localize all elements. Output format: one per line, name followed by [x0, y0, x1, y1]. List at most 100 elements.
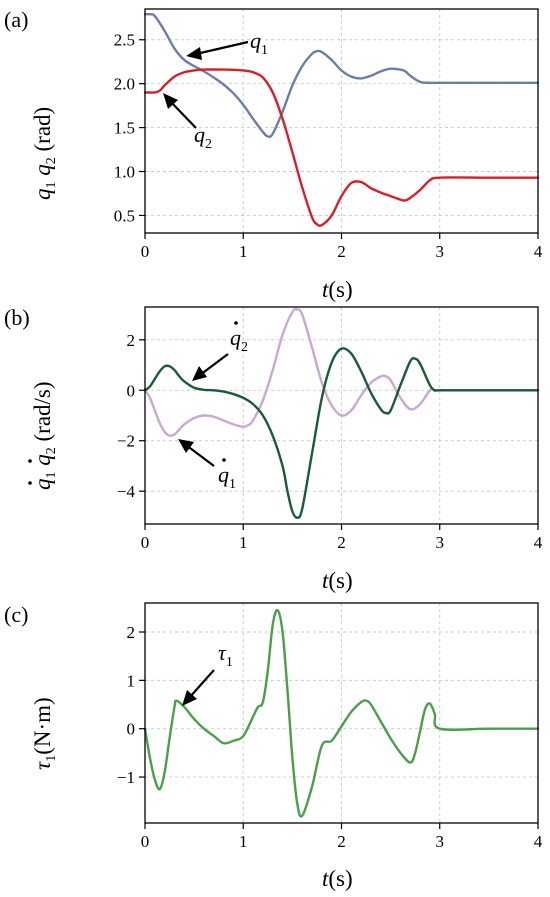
panel-b-series-line-1	[143, 347, 540, 519]
panel-a-xtick-label-2: 2	[337, 242, 346, 261]
panel-a-xlabel-var: t	[322, 277, 329, 302]
panel-c-xlabel-unit: (s)	[328, 866, 352, 891]
panel-b-ytick-label-2: 0	[127, 381, 136, 400]
panel-b-ytick-label-1: −2	[117, 432, 135, 451]
panel-b-ylabel-sub2: 2	[44, 447, 59, 454]
panel-a-xtick-label-1: 1	[239, 242, 248, 261]
panel-a-xtick-label-4: 4	[534, 242, 543, 261]
panel-a-series-line-1	[143, 68, 540, 228]
annotation-tau1-base: τ	[218, 640, 227, 665]
panel-c-xtick-label-3: 3	[436, 832, 445, 851]
panel-c-xtick-label-4: 4	[534, 832, 543, 851]
panel-c-ytick-label-1: 0	[127, 720, 136, 739]
panel-b-xlabel: t(s)	[322, 568, 353, 593]
panel-a-ylabel-sub2: 2	[44, 157, 59, 164]
annotation-qdot1: q1	[178, 439, 236, 492]
panel-c-xtick-label-2: 2	[337, 832, 346, 851]
annotation-q2-base: q	[194, 122, 205, 147]
panel-b-xlabel-var: t	[322, 568, 329, 593]
panel-c-xlabel-var: t	[322, 866, 329, 891]
panel-a-ytick-label-0: 0.5	[114, 206, 135, 225]
panel-a-ytick-label-3: 2.0	[114, 75, 135, 94]
annotation-qdot2-label: q2	[230, 325, 248, 355]
panel-b: (b) 0 1 2 3 4−4−202 q1 q2 (rad/s) t(s) q2	[4, 305, 543, 593]
panel-a-ticks: 0 1 2 3 4 0.5 1.0 1.5 2.0 2.5	[114, 31, 543, 261]
annotation-tau1-arrow	[188, 669, 215, 699]
annotation-tau1: τ1	[182, 640, 233, 706]
panel-a-ytick-label-4: 2.5	[114, 31, 135, 50]
panel-b-series	[143, 307, 540, 519]
panel-b-label: (b)	[4, 305, 30, 330]
panel-a-series-line-0	[143, 12, 540, 138]
panel-b-ylabel-var2: q	[30, 454, 55, 471]
annotation-q1-sub: 1	[261, 43, 268, 58]
annotation-qdot1-dot	[222, 458, 226, 462]
annotation-qdot2-dot	[234, 321, 238, 325]
annotation-qdot1-base: q	[218, 462, 229, 487]
annotation-q2-sub: 2	[205, 137, 212, 152]
annotation-q1-base: q	[250, 28, 261, 53]
panel-a-xlabel-unit: (s)	[328, 277, 352, 302]
panel-b-ylabel-text: q1 q2 (rad/s)	[30, 381, 59, 490]
panel-a-ylabel-var2: q	[30, 164, 55, 181]
panel-b-ylabel-unit: (rad/s)	[30, 381, 55, 447]
panel-a-label: (a)	[4, 7, 28, 32]
annotation-q1-arrow	[195, 40, 249, 56]
panel-b-ylabel-sub1: 1	[44, 472, 59, 479]
panel-c-grid	[145, 603, 538, 823]
annotation-qdot2-arrow	[199, 353, 229, 376]
panel-a-xlabel: t(s)	[322, 277, 353, 302]
panel-b-ylabel: q1 q2 (rad/s)	[28, 381, 59, 490]
annotation-q2-arrow	[169, 100, 197, 129]
panel-a-ylabel-unit: (rad)	[30, 107, 55, 157]
annotation-qdot2-arrowhead	[192, 366, 207, 381]
panel-c-series	[143, 608, 540, 818]
panel-a-grid	[145, 9, 538, 233]
panel-b-xtick-label-4: 4	[534, 533, 543, 552]
panel-a-ylabel-sub1: 1	[44, 182, 59, 189]
annotation-tau1-label: τ1	[218, 640, 233, 670]
annotation-tau1-sub: 1	[226, 655, 233, 670]
panel-c-label: (c)	[4, 602, 28, 627]
panel-c-xtick-label-1: 1	[239, 832, 248, 851]
panel-c-xlabel: t(s)	[322, 866, 353, 891]
panel-c-ylabel-var1: τ	[30, 761, 55, 770]
panel-b-ylabel-var1: q	[30, 479, 55, 491]
annotation-tau1-arrowhead	[182, 690, 197, 706]
panel-b-xtick-label-1: 1	[239, 533, 248, 552]
annotation-q1: q1	[186, 28, 268, 60]
annotation-qdot1-sub: 1	[229, 477, 236, 492]
panel-a-ytick-label-1: 1.0	[114, 163, 135, 182]
panel-c-ytick-label-3: 2	[127, 623, 136, 642]
panel-a: (a) 0 1 2 3 40.51.01.52.02.5 q1 q2 (rad) t(s…	[4, 7, 543, 302]
panel-c-series-line-0	[143, 608, 540, 818]
annotation-qdot2-base: q	[230, 325, 241, 350]
annotation-qdot1-label: q1	[218, 462, 236, 492]
panel-a-series	[143, 12, 540, 228]
panel-a-frame	[144, 8, 539, 234]
panel-a-ylabel-var1: q	[30, 189, 55, 201]
annotation-qdot2-sub: 2	[241, 340, 248, 355]
panel-a-xtick-label-0: 0	[141, 242, 150, 261]
annotation-q1-label: q1	[250, 28, 268, 58]
panel-c-ylabel-unit: (N·m)	[30, 697, 55, 754]
panel-b-xtick-label-0: 0	[141, 533, 150, 552]
panel-b-xtick-label-2: 2	[337, 533, 346, 552]
panel-c-ytick-label-2: 1	[127, 671, 136, 690]
annotation-q2-arrowhead	[163, 93, 178, 109]
panel-b-series-line-0	[143, 307, 540, 438]
panel-b-ylabel-dot2	[28, 459, 32, 463]
panel-b-ticks: 0 1 2 3 4 −4 −2 0 2	[117, 331, 543, 552]
panel-b-ylabel-dot1	[28, 481, 32, 485]
panel-c-xtick-label-0: 0	[141, 832, 150, 851]
annotation-q2-label: q2	[194, 122, 212, 152]
annotation-qdot1-arrowhead	[178, 439, 194, 453]
panel-b-xtick-label-3: 3	[436, 533, 445, 552]
annotation-q1-arrowhead	[186, 47, 202, 60]
panel-b-ytick-label-3: 2	[127, 331, 136, 350]
panel-c-ytick-label-0: −1	[117, 768, 135, 787]
panel-b-xlabel-unit: (s)	[328, 568, 352, 593]
panel-c-ylabel-sub1: 1	[44, 755, 59, 762]
annotation-q2: q2	[163, 93, 212, 152]
